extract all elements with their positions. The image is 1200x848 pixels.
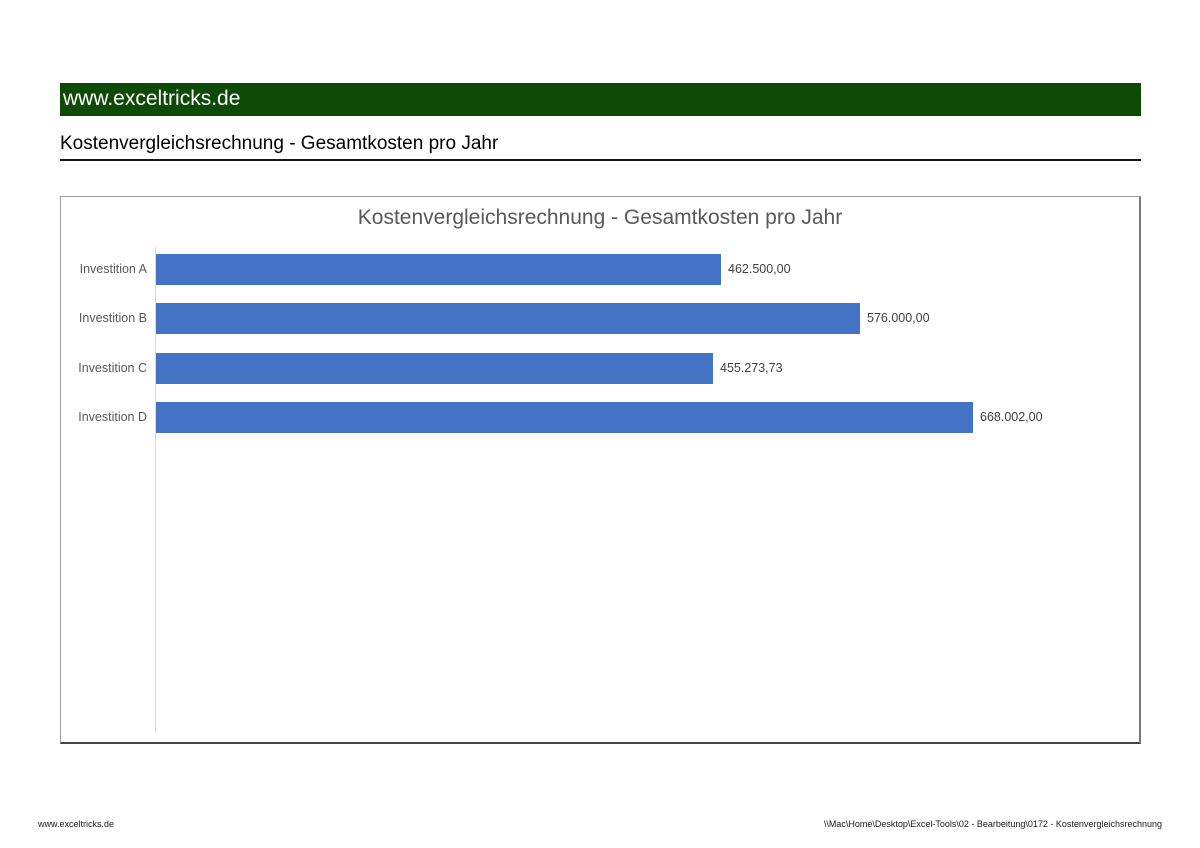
category-label: Investition C: [78, 361, 147, 375]
bar-investition-d: [156, 402, 973, 433]
data-label: 668.002,00: [980, 410, 1043, 424]
site-banner-text: www.exceltricks.de: [63, 87, 241, 110]
category-label: Investition B: [78, 311, 147, 325]
footer-right: \\Mac\Home\Desktop\Excel-Tools\02 - Bear…: [823, 819, 1162, 829]
page-title: Kostenvergleichsrechnung - Gesamtkosten …: [60, 133, 499, 154]
site-banner: www.exceltricks.de: [60, 83, 1141, 116]
category-label: Investition A: [79, 262, 147, 276]
chart-title: Kostenvergleichsrechnung - Gesamtkosten …: [357, 206, 843, 229]
bar-chart: Kostenvergleichsrechnung - Gesamtkosten …: [60, 196, 1141, 744]
page-heading-rule: Kostenvergleichsrechnung - Gesamtkosten …: [60, 133, 1141, 161]
category-label: Investition D: [78, 410, 147, 424]
bar-investition-a: [156, 254, 721, 285]
data-label: 462.500,00: [728, 262, 791, 276]
category-axis-line: [155, 247, 156, 733]
data-label: 576.000,00: [867, 311, 930, 325]
bar-investition-c: [156, 353, 713, 384]
plot-area: Investition A 462.500,00 Investition B 576.…: [61, 197, 1139, 742]
data-label: 455.273,73: [720, 361, 783, 375]
bar-investition-b: [156, 303, 860, 334]
footer-left: www.exceltricks.de: [38, 819, 115, 829]
